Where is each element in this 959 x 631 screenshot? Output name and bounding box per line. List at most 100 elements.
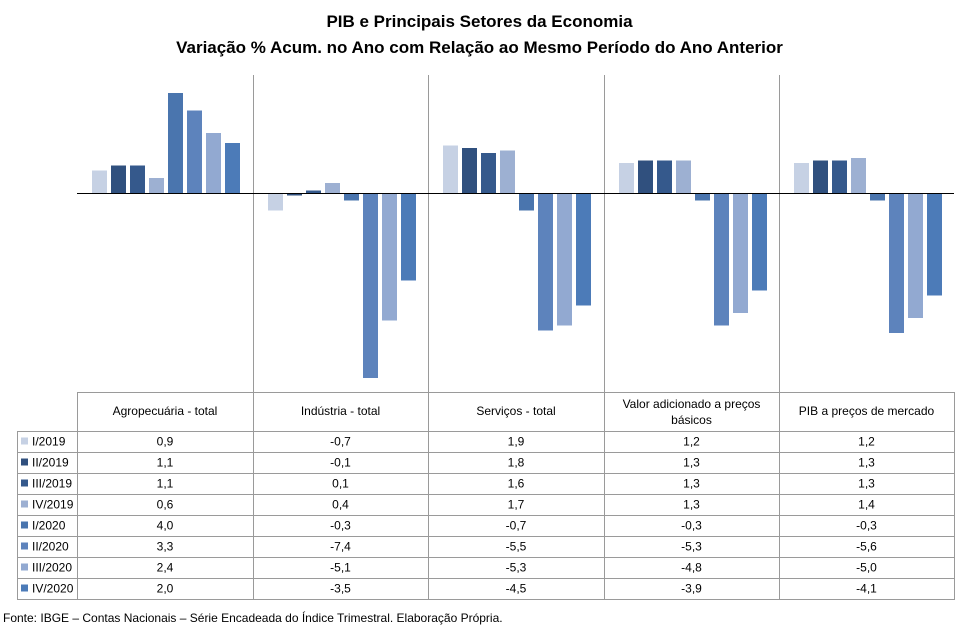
bar <box>557 193 572 326</box>
data-value: 0,4 <box>332 498 349 512</box>
bar <box>130 165 145 193</box>
bar <box>676 160 691 193</box>
data-value: -5,5 <box>506 540 527 554</box>
bar <box>111 165 126 193</box>
data-value: 1,3 <box>858 477 875 491</box>
data-value: 1,3 <box>683 498 700 512</box>
bar <box>149 178 164 193</box>
category-label: PIB a preços de mercado <box>799 404 935 418</box>
data-value: 1,9 <box>508 435 525 449</box>
data-value: -4,1 <box>856 582 877 596</box>
data-value: 1,2 <box>858 435 875 449</box>
data-value: 1,8 <box>508 456 525 470</box>
data-value: 1,4 <box>858 498 875 512</box>
data-value: 1,3 <box>858 456 875 470</box>
data-value: -4,8 <box>681 561 702 575</box>
bar <box>92 170 107 193</box>
legend-swatch <box>21 584 28 592</box>
bar <box>344 193 359 201</box>
data-value: 0,6 <box>157 498 174 512</box>
bar <box>927 193 942 296</box>
bar <box>206 133 221 193</box>
bar <box>287 193 302 196</box>
bar <box>695 193 710 201</box>
bar <box>187 110 202 193</box>
data-value: 3,3 <box>157 540 174 554</box>
bar <box>576 193 591 306</box>
bar <box>889 193 904 333</box>
bar <box>225 143 240 193</box>
bar <box>325 183 340 193</box>
legend-swatch <box>21 563 28 571</box>
bar <box>851 158 866 193</box>
bar <box>363 193 378 378</box>
data-value: 2,4 <box>157 561 174 575</box>
bar <box>619 163 634 193</box>
legend-swatch <box>21 479 28 487</box>
data-value: -3,9 <box>681 582 702 596</box>
legend-label: III/2020 <box>32 561 72 575</box>
bar <box>794 163 809 193</box>
data-value: 2,0 <box>157 582 174 596</box>
category-label: Serviços - total <box>476 404 555 418</box>
bar <box>638 160 653 193</box>
bar <box>870 193 885 201</box>
data-value: -5,0 <box>856 561 877 575</box>
legend-label: III/2019 <box>32 477 72 491</box>
data-value: -0,3 <box>330 519 351 533</box>
bar <box>714 193 729 326</box>
category-label: Valor adicionado a preços básicos <box>623 397 761 427</box>
chart-title: PIB e Principais Setores da Economia <box>326 12 633 31</box>
data-value: -0,7 <box>506 519 527 533</box>
bar <box>832 160 847 193</box>
data-value: -5,6 <box>856 540 877 554</box>
data-value: -4,5 <box>506 582 527 596</box>
bar <box>401 193 416 281</box>
legend-swatch <box>21 521 28 529</box>
data-value: 1,3 <box>683 456 700 470</box>
bar <box>733 193 748 313</box>
bar <box>462 148 477 193</box>
data-value: 1,7 <box>508 498 525 512</box>
bar <box>382 193 397 321</box>
legend-label: II/2020 <box>32 540 69 554</box>
bar <box>657 160 672 193</box>
bar <box>519 193 534 211</box>
data-value: 1,1 <box>157 477 174 491</box>
bar <box>538 193 553 331</box>
data-value: -0,3 <box>856 519 877 533</box>
data-value: -5,3 <box>506 561 527 575</box>
legend-label: II/2019 <box>32 456 69 470</box>
data-value: -5,3 <box>681 540 702 554</box>
legend-label: I/2019 <box>32 435 66 449</box>
data-value: 1,2 <box>683 435 700 449</box>
source-note: Fonte: IBGE – Contas Nacionais – Série E… <box>3 611 503 625</box>
bar <box>908 193 923 318</box>
data-value: -3,5 <box>330 582 351 596</box>
data-value: 1,6 <box>508 477 525 491</box>
bar <box>443 145 458 193</box>
data-value: -0,7 <box>330 435 351 449</box>
legend-swatch <box>21 458 28 466</box>
data-value: -0,1 <box>330 456 351 470</box>
bar <box>813 160 828 193</box>
data-value: -0,3 <box>681 519 702 533</box>
legend-label: I/2020 <box>32 519 66 533</box>
legend-swatch <box>21 437 28 445</box>
bar <box>752 193 767 291</box>
legend-label: IV/2019 <box>32 498 74 512</box>
bar <box>268 193 283 211</box>
bar <box>306 190 321 193</box>
data-value: 0,9 <box>157 435 174 449</box>
legend-label: IV/2020 <box>32 582 74 596</box>
category-label: Indústria - total <box>301 404 380 418</box>
data-value: -5,1 <box>330 561 351 575</box>
bar <box>168 93 183 193</box>
legend-swatch <box>21 500 28 508</box>
legend-swatch <box>21 542 28 550</box>
data-value: 1,1 <box>157 456 174 470</box>
data-value: 4,0 <box>157 519 174 533</box>
data-value: -7,4 <box>330 540 351 554</box>
data-value: 1,3 <box>683 477 700 491</box>
